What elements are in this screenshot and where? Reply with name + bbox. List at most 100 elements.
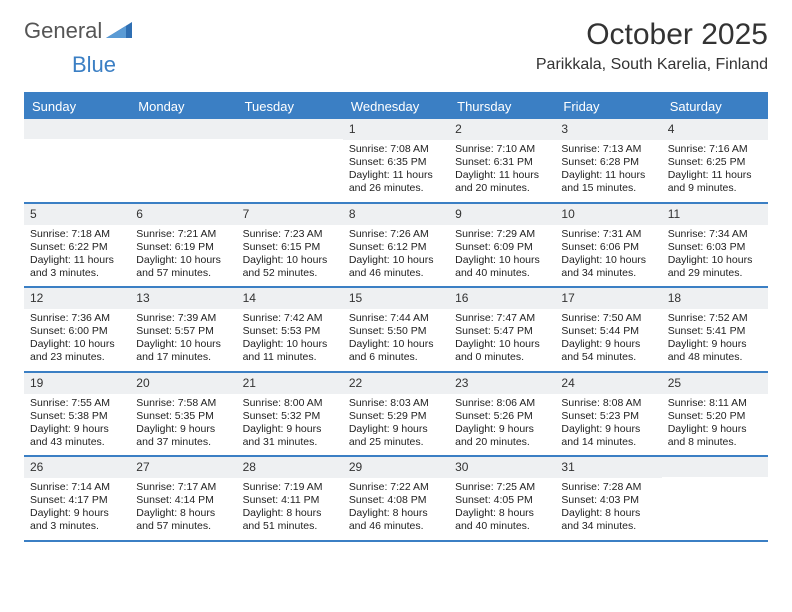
sunrise-text: Sunrise: 7:36 AM bbox=[30, 312, 124, 325]
sunrise-text: Sunrise: 7:58 AM bbox=[136, 397, 230, 410]
day-cell: 29Sunrise: 7:22 AMSunset: 4:08 PMDayligh… bbox=[343, 457, 449, 540]
week-row: 26Sunrise: 7:14 AMSunset: 4:17 PMDayligh… bbox=[24, 457, 768, 542]
day-cell: 8Sunrise: 7:26 AMSunset: 6:12 PMDaylight… bbox=[343, 204, 449, 287]
day-number: 26 bbox=[24, 457, 130, 478]
day-cell: 21Sunrise: 8:00 AMSunset: 5:32 PMDayligh… bbox=[237, 373, 343, 456]
sunrise-text: Sunrise: 7:26 AM bbox=[349, 228, 443, 241]
brand-text-2: Blue bbox=[72, 52, 116, 78]
day-cell: 31Sunrise: 7:28 AMSunset: 4:03 PMDayligh… bbox=[555, 457, 661, 540]
day-cell: 6Sunrise: 7:21 AMSunset: 6:19 PMDaylight… bbox=[130, 204, 236, 287]
brand-logo: General bbox=[24, 18, 136, 44]
sunrise-text: Sunrise: 7:13 AM bbox=[561, 143, 655, 156]
day-body: Sunrise: 7:23 AMSunset: 6:15 PMDaylight:… bbox=[237, 225, 343, 287]
dow-thursday: Thursday bbox=[449, 94, 555, 119]
day-number: 3 bbox=[555, 119, 661, 140]
sunrise-text: Sunrise: 7:21 AM bbox=[136, 228, 230, 241]
daylight-text: Daylight: 11 hours and 26 minutes. bbox=[349, 169, 443, 195]
empty-cell bbox=[24, 119, 130, 202]
sunset-text: Sunset: 6:31 PM bbox=[455, 156, 549, 169]
sunrise-text: Sunrise: 7:28 AM bbox=[561, 481, 655, 494]
day-number: 9 bbox=[449, 204, 555, 225]
dow-friday: Friday bbox=[555, 94, 661, 119]
daylight-text: Daylight: 10 hours and 29 minutes. bbox=[668, 254, 762, 280]
day-number: 12 bbox=[24, 288, 130, 309]
day-number: 6 bbox=[130, 204, 236, 225]
daylight-text: Daylight: 10 hours and 52 minutes. bbox=[243, 254, 337, 280]
sunrise-text: Sunrise: 7:23 AM bbox=[243, 228, 337, 241]
day-body: Sunrise: 7:17 AMSunset: 4:14 PMDaylight:… bbox=[130, 478, 236, 540]
sunrise-text: Sunrise: 7:52 AM bbox=[668, 312, 762, 325]
sunset-text: Sunset: 4:11 PM bbox=[243, 494, 337, 507]
weeks-container: 1Sunrise: 7:08 AMSunset: 6:35 PMDaylight… bbox=[24, 119, 768, 542]
day-number: 19 bbox=[24, 373, 130, 394]
sunrise-text: Sunrise: 7:08 AM bbox=[349, 143, 443, 156]
brand-text-1: General bbox=[24, 18, 102, 44]
sunset-text: Sunset: 5:50 PM bbox=[349, 325, 443, 338]
sunrise-text: Sunrise: 7:18 AM bbox=[30, 228, 124, 241]
day-cell: 24Sunrise: 8:08 AMSunset: 5:23 PMDayligh… bbox=[555, 373, 661, 456]
day-number: 10 bbox=[555, 204, 661, 225]
day-body: Sunrise: 7:10 AMSunset: 6:31 PMDaylight:… bbox=[449, 140, 555, 202]
empty-cell bbox=[662, 457, 768, 540]
day-body: Sunrise: 7:16 AMSunset: 6:25 PMDaylight:… bbox=[662, 140, 768, 202]
day-number: 29 bbox=[343, 457, 449, 478]
day-number bbox=[662, 457, 768, 477]
day-cell: 18Sunrise: 7:52 AMSunset: 5:41 PMDayligh… bbox=[662, 288, 768, 371]
sunrise-text: Sunrise: 7:10 AM bbox=[455, 143, 549, 156]
day-cell: 10Sunrise: 7:31 AMSunset: 6:06 PMDayligh… bbox=[555, 204, 661, 287]
day-number bbox=[130, 119, 236, 139]
day-body: Sunrise: 8:11 AMSunset: 5:20 PMDaylight:… bbox=[662, 394, 768, 456]
day-body: Sunrise: 8:06 AMSunset: 5:26 PMDaylight:… bbox=[449, 394, 555, 456]
sunset-text: Sunset: 5:57 PM bbox=[136, 325, 230, 338]
day-cell: 30Sunrise: 7:25 AMSunset: 4:05 PMDayligh… bbox=[449, 457, 555, 540]
daylight-text: Daylight: 8 hours and 51 minutes. bbox=[243, 507, 337, 533]
daylight-text: Daylight: 10 hours and 23 minutes. bbox=[30, 338, 124, 364]
sunrise-text: Sunrise: 7:31 AM bbox=[561, 228, 655, 241]
day-body: Sunrise: 7:42 AMSunset: 5:53 PMDaylight:… bbox=[237, 309, 343, 371]
day-number: 25 bbox=[662, 373, 768, 394]
week-row: 1Sunrise: 7:08 AMSunset: 6:35 PMDaylight… bbox=[24, 119, 768, 204]
day-number bbox=[24, 119, 130, 139]
sunrise-text: Sunrise: 7:22 AM bbox=[349, 481, 443, 494]
day-body: Sunrise: 7:26 AMSunset: 6:12 PMDaylight:… bbox=[343, 225, 449, 287]
day-number: 18 bbox=[662, 288, 768, 309]
day-cell: 17Sunrise: 7:50 AMSunset: 5:44 PMDayligh… bbox=[555, 288, 661, 371]
sunset-text: Sunset: 4:17 PM bbox=[30, 494, 124, 507]
sunrise-text: Sunrise: 8:08 AM bbox=[561, 397, 655, 410]
daylight-text: Daylight: 11 hours and 15 minutes. bbox=[561, 169, 655, 195]
daylight-text: Daylight: 8 hours and 46 minutes. bbox=[349, 507, 443, 533]
sunset-text: Sunset: 5:26 PM bbox=[455, 410, 549, 423]
sunset-text: Sunset: 5:20 PM bbox=[668, 410, 762, 423]
daylight-text: Daylight: 10 hours and 57 minutes. bbox=[136, 254, 230, 280]
day-cell: 16Sunrise: 7:47 AMSunset: 5:47 PMDayligh… bbox=[449, 288, 555, 371]
dow-tuesday: Tuesday bbox=[237, 94, 343, 119]
day-body: Sunrise: 7:58 AMSunset: 5:35 PMDaylight:… bbox=[130, 394, 236, 456]
daylight-text: Daylight: 10 hours and 6 minutes. bbox=[349, 338, 443, 364]
day-number: 5 bbox=[24, 204, 130, 225]
sunrise-text: Sunrise: 7:34 AM bbox=[668, 228, 762, 241]
day-cell: 4Sunrise: 7:16 AMSunset: 6:25 PMDaylight… bbox=[662, 119, 768, 202]
sunset-text: Sunset: 6:06 PM bbox=[561, 241, 655, 254]
sunrise-text: Sunrise: 7:55 AM bbox=[30, 397, 124, 410]
sunrise-text: Sunrise: 7:47 AM bbox=[455, 312, 549, 325]
sunset-text: Sunset: 5:29 PM bbox=[349, 410, 443, 423]
day-number: 1 bbox=[343, 119, 449, 140]
calendar: SundayMondayTuesdayWednesdayThursdayFrid… bbox=[24, 92, 768, 542]
location-text: Parikkala, South Karelia, Finland bbox=[536, 56, 768, 74]
day-body: Sunrise: 7:18 AMSunset: 6:22 PMDaylight:… bbox=[24, 225, 130, 287]
day-body: Sunrise: 7:44 AMSunset: 5:50 PMDaylight:… bbox=[343, 309, 449, 371]
sunset-text: Sunset: 6:35 PM bbox=[349, 156, 443, 169]
sunrise-text: Sunrise: 7:17 AM bbox=[136, 481, 230, 494]
day-body: Sunrise: 8:00 AMSunset: 5:32 PMDaylight:… bbox=[237, 394, 343, 456]
day-cell: 25Sunrise: 8:11 AMSunset: 5:20 PMDayligh… bbox=[662, 373, 768, 456]
week-row: 19Sunrise: 7:55 AMSunset: 5:38 PMDayligh… bbox=[24, 373, 768, 458]
daylight-text: Daylight: 9 hours and 3 minutes. bbox=[30, 507, 124, 533]
day-body: Sunrise: 7:19 AMSunset: 4:11 PMDaylight:… bbox=[237, 478, 343, 540]
day-number: 20 bbox=[130, 373, 236, 394]
day-number: 21 bbox=[237, 373, 343, 394]
empty-cell bbox=[237, 119, 343, 202]
sunset-text: Sunset: 5:23 PM bbox=[561, 410, 655, 423]
day-body: Sunrise: 7:36 AMSunset: 6:00 PMDaylight:… bbox=[24, 309, 130, 371]
daylight-text: Daylight: 10 hours and 11 minutes. bbox=[243, 338, 337, 364]
daylight-text: Daylight: 10 hours and 0 minutes. bbox=[455, 338, 549, 364]
